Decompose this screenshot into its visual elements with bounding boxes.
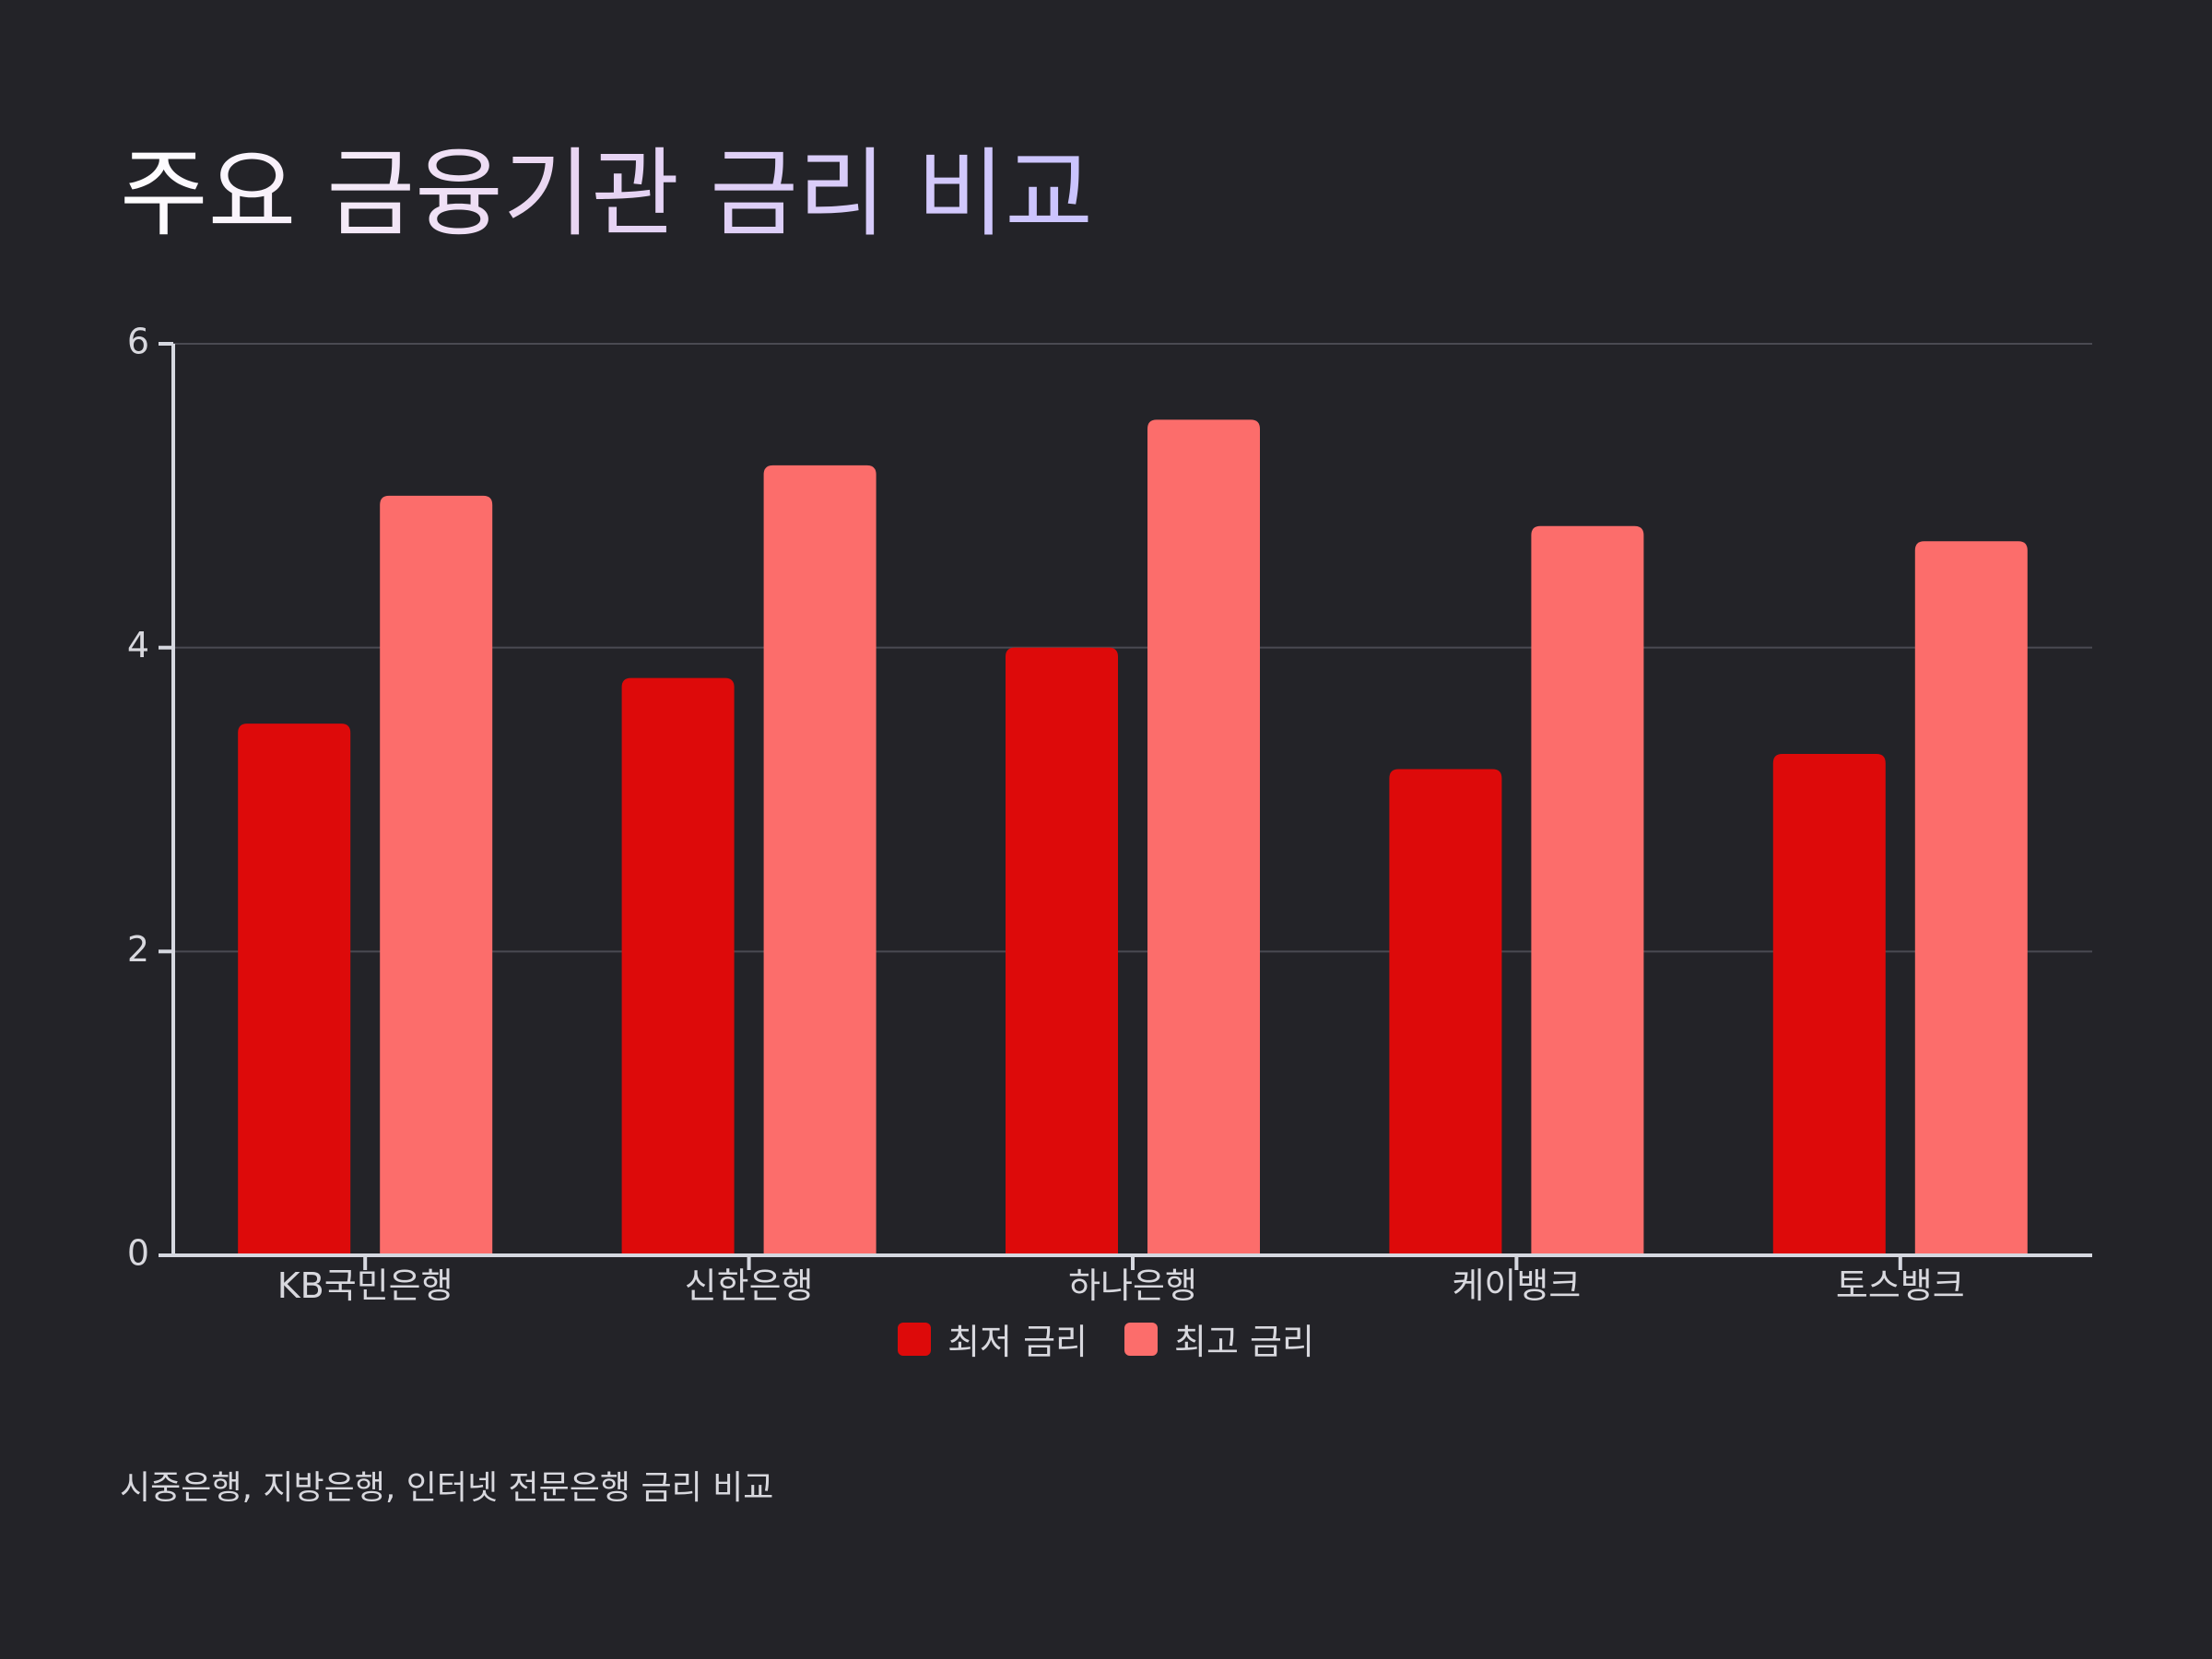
legend-label-max: 최고 금리: [1174, 1322, 1314, 1362]
bar-min-rate-3[interactable]: [1389, 769, 1502, 1255]
x-tick-label: 토스뱅크: [1836, 1265, 1965, 1306]
legend-item-max[interactable]: 최고 금리: [1124, 1313, 1314, 1364]
y-tick-label: 6: [127, 322, 149, 362]
legend-item-min[interactable]: 최저 금리: [898, 1313, 1088, 1364]
bar-min-rate-2[interactable]: [1006, 647, 1118, 1255]
gridlines: [173, 343, 2092, 953]
bar-min-rate-0[interactable]: [238, 724, 351, 1255]
bars: [238, 419, 2028, 1256]
bar-max-rate-4[interactable]: [1914, 541, 2028, 1255]
y-tick-label: 0: [127, 1233, 149, 1274]
x-tick-label: 신한은행: [685, 1265, 814, 1306]
legend-label-min: 최저 금리: [947, 1322, 1088, 1362]
bar-max-rate-0[interactable]: [380, 495, 493, 1255]
bar-max-rate-3[interactable]: [1531, 525, 1644, 1255]
x-tick-label: 케이뱅크: [1452, 1265, 1581, 1306]
axes: 0 2 4 6 KB국민은행 신한은행 하나은행 케이뱅크 토스뱅크: [127, 322, 2092, 1306]
legend-swatch-min: [898, 1322, 932, 1356]
x-tick-label: KB국민은행: [277, 1265, 453, 1306]
y-tick-label: 4: [127, 625, 149, 665]
bar-max-rate-2[interactable]: [1147, 419, 1260, 1256]
x-tick-label: 하나은행: [1068, 1265, 1197, 1306]
bar-min-rate-4[interactable]: [1772, 754, 1886, 1255]
chart-subtitle: 시중은행, 지방은행, 인터넷 전문은행 금리 비교: [120, 1469, 774, 1507]
chart-title: 주요 금융기관 금리 비교: [120, 137, 1093, 250]
legend-swatch-max: [1124, 1322, 1158, 1356]
bar-max-rate-1[interactable]: [763, 465, 877, 1255]
y-tick-label: 2: [127, 929, 149, 970]
legend: 최저 금리 최고 금리: [0, 1313, 2212, 1364]
bar-min-rate-1[interactable]: [621, 677, 735, 1255]
